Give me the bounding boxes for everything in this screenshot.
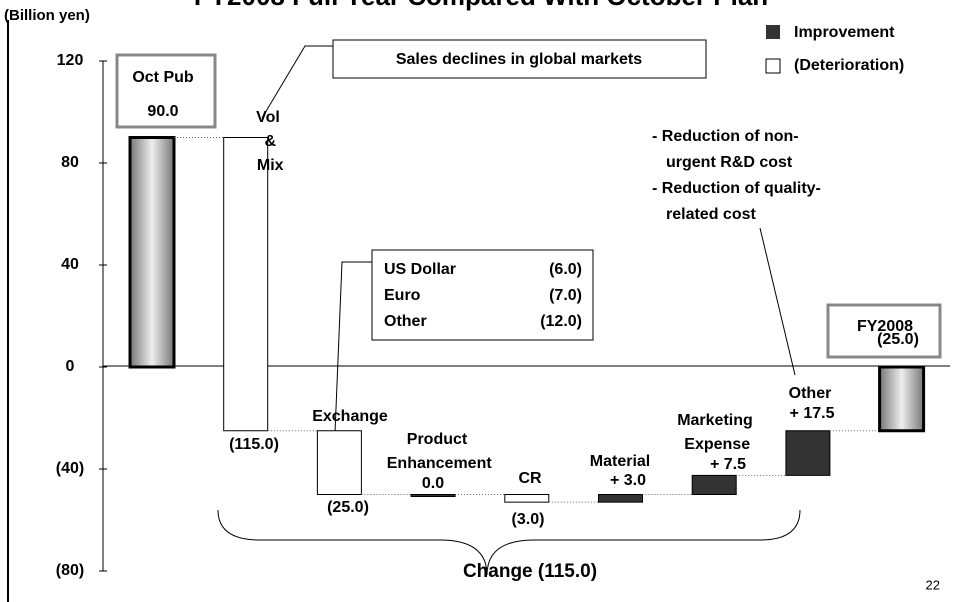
y-tick-label: 120: [57, 52, 84, 69]
bar: [410, 494, 456, 497]
callout-text: Euro: [384, 287, 421, 304]
bar: [504, 494, 550, 503]
label-box: [826, 303, 942, 359]
callout-text: Sales declines in global markets: [396, 51, 642, 68]
bar: [316, 430, 362, 495]
note-text: - Reduction of non-: [652, 128, 799, 145]
category-label: Exchange: [312, 408, 388, 425]
bar: [691, 474, 737, 495]
bar: [785, 430, 831, 476]
value-label: (115.0): [229, 436, 279, 453]
callout-box: [332, 39, 707, 79]
category-label: CR: [518, 470, 542, 487]
change-label: Change (115.0): [463, 561, 597, 582]
value-label: (25.0): [877, 331, 919, 348]
callout-text: (6.0): [549, 261, 582, 278]
category-label: FY2008: [857, 318, 913, 335]
bar: [598, 494, 643, 503]
page-number: 22: [926, 577, 940, 592]
category-label: Other: [789, 385, 832, 402]
y-tick-label: (80): [56, 562, 84, 579]
category-label: Material: [590, 453, 650, 470]
y-tick-label: 80: [61, 154, 79, 171]
y-tick-label: 0: [66, 358, 75, 375]
value-label: 0.0: [422, 475, 444, 492]
legend-label: (Deterioration): [794, 57, 904, 74]
label-box: [115, 53, 217, 129]
value-label: 90.0: [147, 103, 178, 120]
bar: [878, 365, 926, 433]
value-label: + 7.5: [710, 456, 746, 473]
leader-line: [759, 227, 796, 376]
bar: [223, 137, 269, 432]
y-tick-label: (40): [56, 460, 84, 477]
callout-text: (7.0): [549, 287, 582, 304]
leader-line: [334, 261, 372, 434]
leader-line: [261, 45, 333, 119]
note-text: related cost: [666, 206, 756, 223]
value-label: (25.0): [327, 499, 369, 516]
legend-label: Improvement: [794, 24, 895, 41]
category-label: Oct Pub: [132, 69, 194, 86]
value-label: + 17.5: [790, 405, 835, 422]
callout-text: Other: [384, 313, 427, 330]
chart-title: FY2008 Full Year Compared With October P…: [194, 0, 768, 11]
legend-swatch: [766, 25, 780, 39]
note-text: urgent R&D cost: [666, 154, 793, 171]
bar: [128, 136, 176, 369]
value-label: + 3.0: [610, 472, 646, 489]
category-label: Product Enhancement: [382, 431, 492, 472]
value-label: (3.0): [512, 511, 545, 528]
legend-swatch: [765, 58, 781, 74]
category-label: Marketing Expense: [677, 412, 753, 453]
y-tick-label: 40: [61, 256, 79, 273]
note-text: - Reduction of quality-: [652, 180, 821, 197]
category-label: Vol & Mix: [252, 109, 283, 174]
brace: [217, 509, 801, 576]
y-axis-label: (Billion yen): [4, 7, 90, 24]
callout-text: US Dollar: [384, 261, 456, 278]
callout-text: (12.0): [540, 313, 582, 330]
callout-box: [371, 249, 594, 341]
